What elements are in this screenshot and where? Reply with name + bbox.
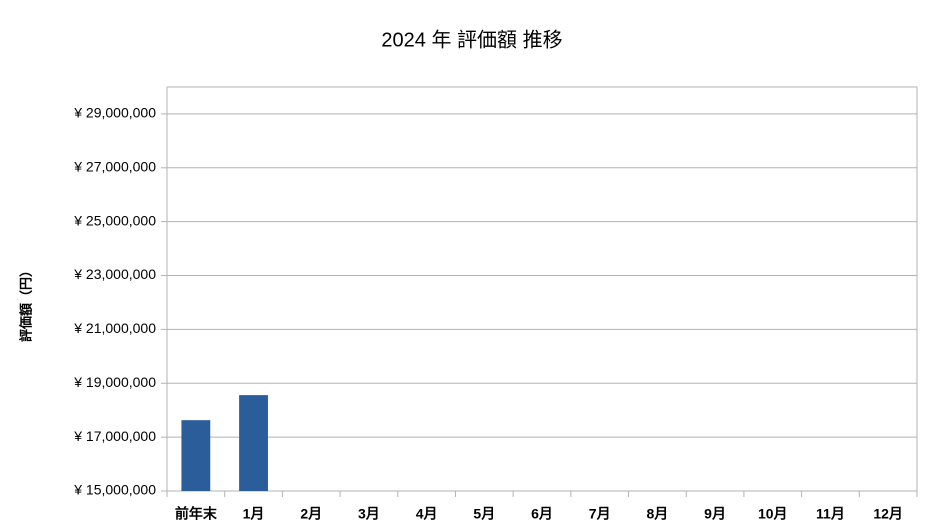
x-tick-label: 5月: [473, 506, 495, 522]
y-tick-label: ¥ 15,000,000: [73, 482, 156, 498]
plot-area: [166, 86, 918, 492]
bar: [181, 420, 211, 491]
chart-title: 2024 年 評価額 推移: [381, 28, 562, 51]
x-tick-label: 3月: [358, 506, 380, 522]
x-tick-label: 8月: [646, 506, 668, 522]
y-tick-label: ¥ 25,000,000: [73, 212, 156, 228]
x-tick-label: 4月: [416, 506, 438, 522]
y-tick-label: ¥ 17,000,000: [73, 428, 156, 444]
x-tick-label: 10月: [758, 506, 788, 522]
y-tick-label: ¥ 27,000,000: [73, 159, 156, 175]
x-tick-label: 11月: [816, 506, 845, 522]
x-tick-label: 1月: [243, 506, 265, 522]
bar: [239, 395, 268, 491]
y-tick-label: ¥ 29,000,000: [73, 105, 156, 121]
x-tick-label: 6月: [531, 506, 553, 522]
x-tick-label: 12月: [873, 506, 903, 522]
y-tick-label: ¥ 23,000,000: [73, 266, 156, 282]
y-axis-label: 評価額（円）: [18, 264, 33, 342]
x-tick-label: 前年末: [175, 506, 218, 522]
y-tick-label: ¥ 19,000,000: [73, 374, 156, 390]
x-tick-label: 2月: [300, 506, 322, 522]
y-tick-label: ¥ 21,000,000: [73, 320, 156, 336]
x-tick-label: 7月: [589, 506, 611, 522]
x-tick-label: 9月: [704, 506, 726, 522]
